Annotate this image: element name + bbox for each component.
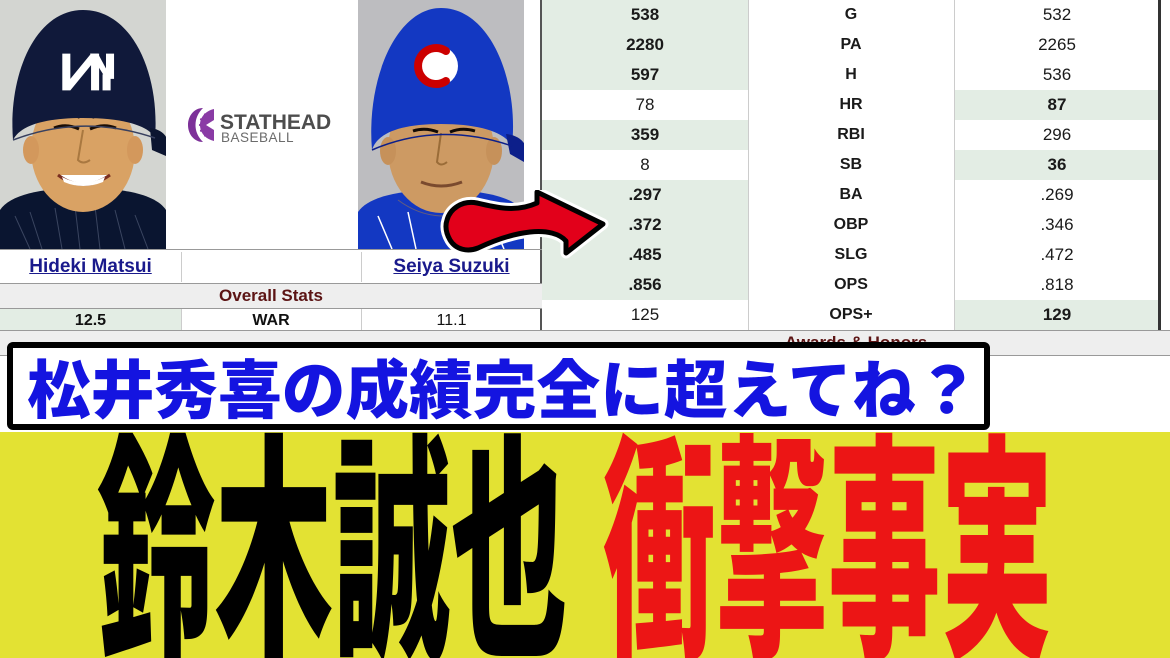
svg-text:BASEBALL: BASEBALL (221, 130, 294, 145)
